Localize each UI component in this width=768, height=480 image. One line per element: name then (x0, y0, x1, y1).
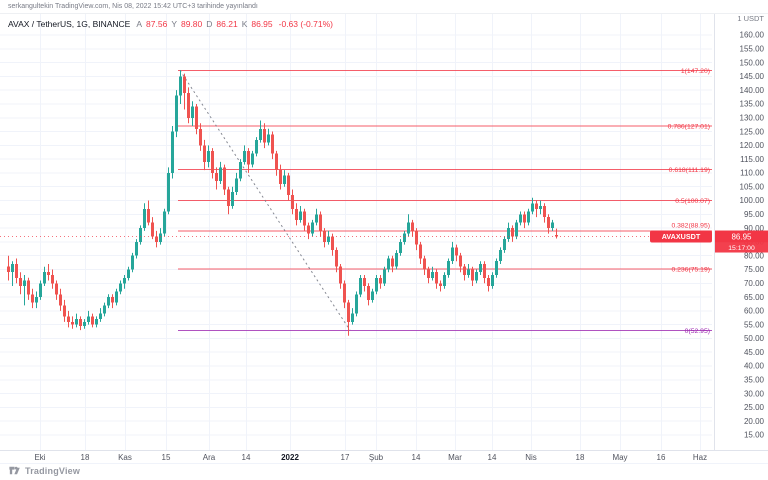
price-axis[interactable]: 160.00 155.00 150.00 145.00 140.00 135.00 130.… (737, 14, 764, 440)
ohlc-label: Y (171, 19, 177, 29)
svg-text:1(147.20): 1(147.20) (681, 68, 710, 75)
svg-text:Eki: Eki (34, 453, 45, 462)
svg-text:65.00: 65.00 (744, 293, 765, 302)
svg-text:14: 14 (412, 453, 421, 462)
ohlc-value: 87.56 (146, 19, 168, 29)
svg-text:20.00: 20.00 (744, 417, 765, 426)
svg-text:160.00: 160.00 (740, 31, 765, 40)
ohlc-label: K (241, 19, 248, 29)
tradingview-logo-text[interactable]: TradingView (25, 465, 81, 476)
svg-text:135.00: 135.00 (740, 100, 765, 109)
svg-text:0.382(88.95): 0.382(88.95) (671, 223, 710, 230)
price-badges: AVAXUSDT 86.95 15:17:00 (650, 230, 768, 253)
svg-text:70.00: 70.00 (744, 279, 765, 288)
fib-level-labels: 1(147.20) 0.786(127.01) 0.618(111.19) 0.5(1… (668, 68, 710, 335)
ohlc-value: 86.21 (216, 19, 238, 29)
svg-text:120.00: 120.00 (740, 141, 765, 150)
tradingview-logo-icon[interactable] (8, 464, 21, 477)
svg-text:55.00: 55.00 (744, 320, 765, 329)
axis-unit-label: 1 USDT (737, 14, 764, 23)
svg-text:105.00: 105.00 (740, 182, 765, 191)
svg-text:18: 18 (81, 453, 90, 462)
svg-text:0.786(127.01): 0.786(127.01) (668, 124, 710, 131)
svg-text:0.618(111.19): 0.618(111.19) (669, 167, 710, 174)
svg-text:Mar: Mar (448, 453, 462, 462)
svg-text:40.00: 40.00 (744, 362, 765, 371)
svg-text:75.00: 75.00 (744, 265, 765, 274)
svg-text:80.00: 80.00 (744, 251, 765, 260)
candlesticks (7, 70, 558, 336)
time-axis[interactable]: Eki 18 Kas 15 Ara 14 2022 17 Şub 14 Mar 14 Nis 18 May 1… (34, 453, 707, 462)
svg-text:30.00: 30.00 (744, 389, 765, 398)
price-change: -0.63 (-0.71%) (278, 19, 333, 29)
svg-text:100.00: 100.00 (740, 196, 765, 205)
svg-text:15.00: 15.00 (744, 431, 765, 440)
symbol-title[interactable]: AVAX / TetherUS, 1G, BINANCE (8, 19, 131, 29)
svg-text:130.00: 130.00 (740, 113, 765, 122)
svg-text:17: 17 (341, 453, 350, 462)
svg-text:86.95: 86.95 (731, 232, 752, 241)
svg-text:95.00: 95.00 (744, 210, 765, 219)
chart-legend: AVAX / TetherUS, 1G, BINANCE A 87.56 Y 89.8… (8, 19, 333, 29)
svg-text:15:17:00: 15:17:00 (728, 245, 755, 252)
svg-text:16: 16 (657, 453, 666, 462)
ohlc-values: A 87.56 Y 89.80 D 86.21 K 86.95 (136, 19, 272, 29)
svg-text:35.00: 35.00 (744, 376, 765, 385)
svg-text:Ara: Ara (203, 453, 216, 462)
svg-text:0.5(100.07): 0.5(100.07) (675, 198, 710, 205)
svg-text:15: 15 (162, 453, 171, 462)
ohlc-label: A (136, 19, 143, 29)
svg-text:25.00: 25.00 (744, 403, 765, 412)
ohlc-value: 89.80 (180, 19, 203, 29)
svg-text:110.00: 110.00 (740, 169, 764, 178)
publish-info: serkangultekin TradingView.com, Nis 08, … (0, 0, 768, 14)
svg-text:Kas: Kas (118, 453, 132, 462)
svg-text:90.00: 90.00 (744, 224, 765, 233)
svg-text:45.00: 45.00 (744, 348, 765, 357)
svg-text:Haz: Haz (693, 453, 707, 462)
svg-text:AVAXUSDT: AVAXUSDT (662, 232, 701, 241)
svg-text:May: May (612, 453, 627, 462)
svg-text:125.00: 125.00 (740, 127, 765, 136)
svg-text:145.00: 145.00 (740, 72, 765, 81)
svg-text:50.00: 50.00 (744, 334, 765, 343)
svg-text:14: 14 (488, 453, 497, 462)
svg-text:150.00: 150.00 (740, 58, 765, 67)
svg-text:18: 18 (576, 453, 585, 462)
footer: TradingView (8, 464, 80, 477)
svg-text:Şub: Şub (369, 453, 384, 462)
svg-text:155.00: 155.00 (740, 44, 765, 53)
svg-text:Nis: Nis (525, 453, 537, 462)
svg-text:14: 14 (242, 453, 251, 462)
ohlc-value: 86.95 (251, 19, 273, 29)
svg-text:140.00: 140.00 (740, 86, 765, 95)
svg-text:0(52.95): 0(52.95) (685, 328, 710, 335)
svg-text:2022: 2022 (281, 453, 299, 462)
svg-text:115.00: 115.00 (740, 155, 764, 164)
svg-text:0.236(75.19): 0.236(75.19) (671, 267, 710, 274)
ohlc-label: D (206, 19, 213, 29)
fib-trend-dashed-line[interactable] (179, 70, 351, 331)
svg-text:60.00: 60.00 (744, 307, 765, 316)
fib-retracement-lines[interactable] (178, 69, 712, 331)
grid-lines (0, 14, 712, 450)
